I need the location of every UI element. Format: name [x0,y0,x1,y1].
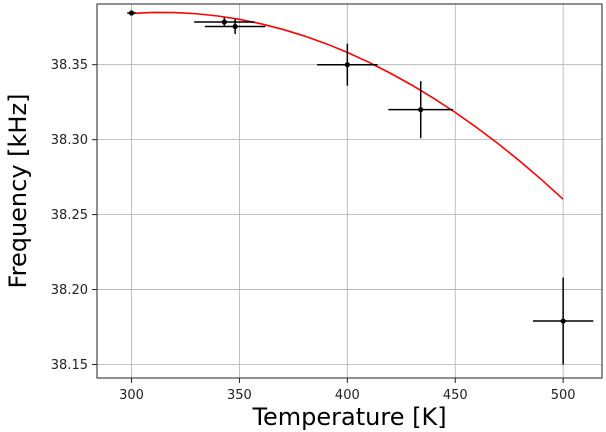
plot-frame [96,3,603,379]
data-marker [560,318,566,324]
data-marker [418,107,424,113]
x-tick-label: 400 [335,388,360,403]
axis-ticks [92,64,564,383]
data-marker [232,23,238,30]
data-marker [221,19,227,25]
data-point [388,81,454,139]
x-tick-label: 500 [551,388,576,403]
y-axis-label: Frequency [kHz] [4,94,32,289]
data-point [194,17,255,27]
data-point [127,10,136,16]
data-point [204,18,266,34]
data-point [317,43,378,86]
y-tick-label: 38.15 [51,358,88,373]
x-tick-label: 450 [443,388,468,403]
y-tick-label: 38.35 [51,58,88,73]
x-axis-label: Temperature [K] [251,403,446,431]
tick-labels: 300 350 400 450 500 38.15 38.20 38.25 38.30 38.35 [51,58,576,403]
y-tick-label: 38.20 [51,283,88,298]
y-tick-label: 38.30 [51,133,88,148]
y-tick-label: 38.25 [51,208,88,223]
data-marker [128,10,135,16]
data-marker [344,62,350,68]
x-tick-label: 300 [119,388,144,403]
data-point [532,277,594,365]
data-points-group [127,10,594,365]
x-tick-label: 350 [227,388,252,403]
